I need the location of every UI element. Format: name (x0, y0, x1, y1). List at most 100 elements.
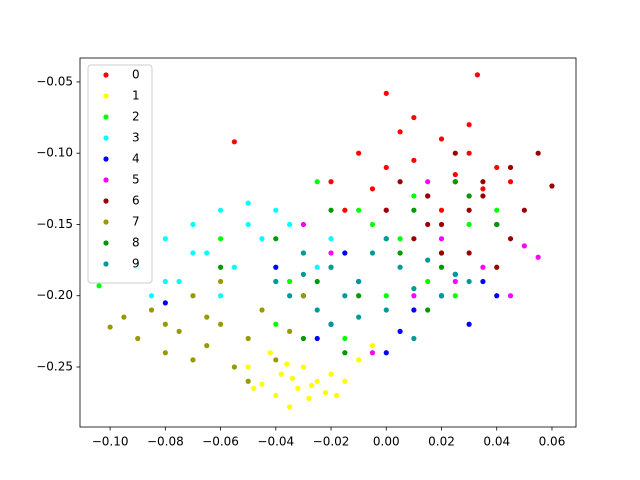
x-tick-label: −0.04 (257, 435, 294, 449)
point (314, 335, 320, 342)
point (287, 293, 293, 299)
point (314, 307, 320, 313)
point (356, 278, 362, 285)
point (452, 150, 458, 156)
x-tick-label: 0.04 (483, 435, 510, 449)
point (309, 382, 315, 389)
point (425, 193, 431, 199)
point (121, 314, 127, 320)
point (356, 207, 362, 213)
point (148, 293, 155, 299)
point (204, 314, 210, 320)
point (267, 350, 273, 356)
legend-marker (103, 72, 109, 78)
point (383, 207, 389, 213)
point (300, 335, 307, 342)
point (217, 207, 224, 213)
point (314, 278, 320, 285)
point (287, 404, 293, 410)
point (342, 207, 348, 213)
point (273, 392, 279, 399)
point (148, 307, 155, 313)
x-tick-label: −0.06 (202, 435, 239, 449)
point (438, 136, 445, 142)
legend-marker (103, 135, 109, 141)
point (162, 321, 168, 327)
point (273, 357, 279, 363)
point (273, 207, 279, 213)
legend-label: 8 (132, 236, 140, 250)
point (425, 179, 431, 185)
point (507, 164, 514, 171)
legend-label: 3 (132, 131, 140, 145)
legend-label: 6 (132, 194, 140, 208)
point (383, 90, 389, 96)
point (342, 293, 348, 299)
y-tick-label: −0.10 (36, 146, 73, 160)
point (245, 200, 251, 206)
point (452, 171, 458, 178)
point (162, 300, 168, 306)
x-tick-label: −0.02 (313, 435, 350, 449)
point (217, 293, 224, 299)
point (287, 278, 293, 285)
point (231, 264, 237, 270)
point (328, 236, 334, 242)
point (411, 307, 417, 313)
point (425, 307, 431, 313)
point (383, 164, 389, 171)
legend-label: 0 (132, 68, 140, 82)
point (273, 264, 279, 270)
point (190, 221, 196, 228)
x-tick-label: 0.06 (539, 435, 566, 449)
point (289, 375, 295, 381)
point (162, 278, 168, 285)
point (300, 271, 307, 277)
point (383, 293, 389, 299)
point (314, 378, 320, 384)
point (369, 186, 376, 192)
point (411, 286, 417, 292)
point (480, 278, 486, 285)
point (273, 236, 279, 242)
point (452, 271, 458, 277)
legend-label: 2 (132, 110, 140, 124)
point (322, 390, 329, 396)
y-tick-label: −0.20 (36, 288, 73, 302)
point (466, 321, 472, 327)
point (190, 293, 196, 299)
point (328, 207, 334, 213)
point (328, 250, 334, 256)
point (438, 236, 445, 242)
point (494, 293, 500, 299)
point (397, 328, 403, 334)
x-tick-label: 0.02 (428, 435, 455, 449)
point (135, 335, 141, 342)
point (535, 254, 541, 260)
point (383, 236, 389, 242)
legend-label: 7 (132, 215, 140, 229)
point (397, 236, 403, 242)
point (245, 378, 251, 384)
point (217, 278, 224, 285)
point (494, 164, 500, 171)
point (397, 250, 403, 256)
point (438, 250, 445, 256)
point (273, 321, 279, 327)
point (300, 293, 307, 299)
point (452, 293, 458, 299)
point (466, 207, 472, 213)
point (425, 278, 431, 285)
point (356, 357, 362, 363)
legend-label: 4 (132, 152, 140, 166)
x-tick-label: −0.10 (92, 435, 129, 449)
point (369, 250, 376, 256)
point (328, 179, 334, 185)
point (425, 257, 431, 263)
legend-box (87, 64, 153, 284)
point (369, 221, 376, 228)
point (438, 264, 445, 270)
point (438, 293, 445, 299)
point (438, 207, 445, 213)
plot-frame (79, 57, 577, 428)
